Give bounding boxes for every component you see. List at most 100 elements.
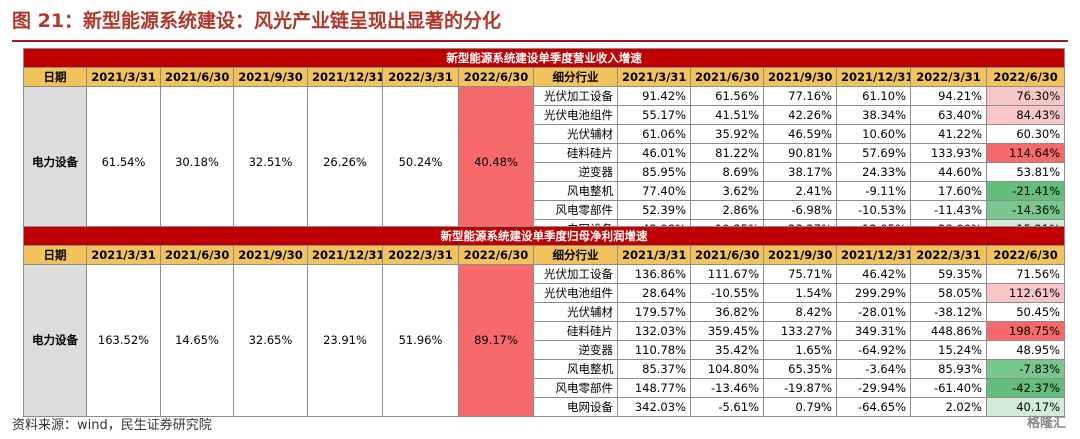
value-cell: -38.12% — [910, 302, 987, 322]
header-cell: 2021/6/30 — [690, 67, 764, 87]
industry-name: 光伏电池组件 — [533, 105, 618, 125]
header-cell: 2021/9/30 — [233, 245, 308, 265]
header-cell: 2021/6/30 — [160, 67, 234, 87]
industry-name: 光伏加工设备 — [533, 264, 618, 284]
table-row: 逆变器 85.95% 8.69% 38.17% 24.33% 44.60% 53… — [24, 162, 1066, 182]
value-cell: 91.42% — [617, 86, 691, 106]
sector-value: 14.65% — [160, 264, 234, 417]
value-cell: 59.35% — [910, 264, 987, 284]
value-cell: 299.29% — [836, 283, 911, 303]
value-cell: 2.41% — [763, 181, 837, 201]
value-cell: -19.87% — [763, 378, 837, 398]
value-cell: 53.81% — [985, 162, 1066, 182]
table-banner: 新型能源系统建设单季度归母净利润增速 — [22, 226, 1066, 246]
figure-title: 图 21：新型能源系统建设：风光产业链呈现出显著的分化 — [12, 10, 502, 32]
sector-label: 电力设备 — [23, 86, 87, 239]
header-row: 日期 2021/3/31 2021/6/30 2021/9/30 2021/12… — [23, 245, 1066, 265]
value-cell: 48.95% — [985, 340, 1066, 360]
industry-name: 风电零部件 — [533, 378, 618, 398]
header-cell: 2021/12/31 — [307, 67, 383, 87]
value-cell: 71.56% — [985, 264, 1066, 284]
value-cell: 46.59% — [763, 124, 837, 144]
value-cell: 133.27% — [763, 321, 837, 341]
table-row: 光伏电池组件 55.17% 41.51% 42.26% 38.34% 63.40… — [24, 105, 1066, 125]
value-cell: 28.64% — [617, 283, 691, 303]
value-cell: 8.69% — [690, 162, 764, 182]
industry-name: 硅料硅片 — [533, 143, 618, 163]
industry-name: 逆变器 — [533, 162, 618, 182]
value-cell: 111.67% — [690, 264, 764, 284]
value-cell: 42.26% — [763, 105, 837, 125]
value-cell: 41.22% — [910, 124, 987, 144]
sector-value: 30.18% — [160, 86, 234, 239]
table-row: 光伏辅材 179.57% 36.82% 8.42% -28.01% -38.12… — [24, 302, 1066, 322]
value-cell: -61.40% — [910, 378, 987, 398]
table-row: 逆变器 110.78% 35.42% 1.65% -64.92% 15.24% … — [24, 340, 1066, 360]
value-cell: 132.03% — [617, 321, 691, 341]
value-cell: 50.45% — [985, 302, 1066, 322]
value-cell: 63.40% — [910, 105, 987, 125]
table-row: 光伏辅材 61.06% 35.92% 46.59% 10.60% 41.22% … — [24, 124, 1066, 144]
industry-name: 风电整机 — [533, 359, 618, 379]
value-cell: 60.30% — [985, 124, 1066, 144]
header-cell: 日期 — [23, 245, 87, 265]
value-cell: -11.43% — [910, 200, 987, 220]
industry-name: 电网设备 — [533, 397, 618, 417]
value-cell: -6.98% — [763, 200, 837, 220]
value-cell: 112.61% — [985, 283, 1066, 303]
value-cell: 61.10% — [836, 86, 911, 106]
value-cell: 349.31% — [836, 321, 911, 341]
value-cell: 94.21% — [910, 86, 987, 106]
value-cell: 84.43% — [985, 105, 1066, 125]
value-cell: 35.92% — [690, 124, 764, 144]
table-row: 硅料硅片 132.03% 359.45% 133.27% 349.31% 448… — [24, 321, 1066, 341]
value-cell: 179.57% — [617, 302, 691, 322]
value-cell: 110.78% — [617, 340, 691, 360]
value-cell: 41.51% — [690, 105, 764, 125]
value-cell: 77.16% — [763, 86, 837, 106]
value-cell: 136.86% — [617, 264, 691, 284]
header-cell: 2021/6/30 — [160, 245, 234, 265]
header-cell: 2021/12/31 — [307, 245, 383, 265]
header-cell: 细分行业 — [533, 245, 618, 265]
sector-value: 61.54% — [86, 86, 161, 239]
value-cell: 77.40% — [617, 181, 691, 201]
header-cell: 2021/3/31 — [86, 245, 161, 265]
value-cell: 448.86% — [910, 321, 987, 341]
value-cell: -5.61% — [690, 397, 764, 417]
value-cell: 10.60% — [836, 124, 911, 144]
value-cell: 148.77% — [617, 378, 691, 398]
sector-value: 32.65% — [233, 264, 308, 417]
source-note: 资料来源：wind，民生证券研究院 — [12, 418, 212, 433]
watermark-logo: 格隆汇 — [1026, 416, 1066, 431]
revenue-growth-table: 新型能源系统建设单季度营业收入增速 日期 2021/3/31 2021/6/30… — [22, 48, 1066, 239]
value-cell: 61.06% — [617, 124, 691, 144]
value-cell: 90.81% — [763, 143, 837, 163]
value-cell: 35.42% — [690, 340, 764, 360]
value-cell: 342.03% — [617, 397, 691, 417]
value-cell: -28.01% — [836, 302, 911, 322]
header-cell: 2021/12/31 — [836, 245, 911, 265]
value-cell: 55.17% — [617, 105, 691, 125]
industry-name: 风电零部件 — [533, 200, 618, 220]
value-cell: 2.86% — [690, 200, 764, 220]
value-cell: 36.82% — [690, 302, 764, 322]
value-cell: 85.93% — [910, 359, 987, 379]
value-cell: 58.05% — [910, 283, 987, 303]
sector-value: 89.17% — [458, 264, 534, 417]
header-cell: 2021/3/31 — [617, 67, 691, 87]
value-cell: 1.54% — [763, 283, 837, 303]
sector-value: 50.24% — [382, 86, 459, 239]
value-cell: 8.42% — [763, 302, 837, 322]
value-cell: -13.46% — [690, 378, 764, 398]
value-cell: 0.79% — [763, 397, 837, 417]
value-cell: -7.83% — [985, 359, 1066, 379]
header-cell: 2022/3/31 — [382, 245, 459, 265]
value-cell: -64.65% — [836, 397, 911, 417]
net-profit-growth-table: 新型能源系统建设单季度归母净利润增速 日期 2021/3/31 2021/6/3… — [22, 226, 1066, 417]
value-cell: 85.95% — [617, 162, 691, 182]
sector-value: 51.96% — [382, 264, 459, 417]
table-row: 电网设备 342.03% -5.61% 0.79% -64.65% 2.02% … — [24, 397, 1066, 417]
value-cell: 44.60% — [910, 162, 987, 182]
sector-value: 23.91% — [307, 264, 383, 417]
